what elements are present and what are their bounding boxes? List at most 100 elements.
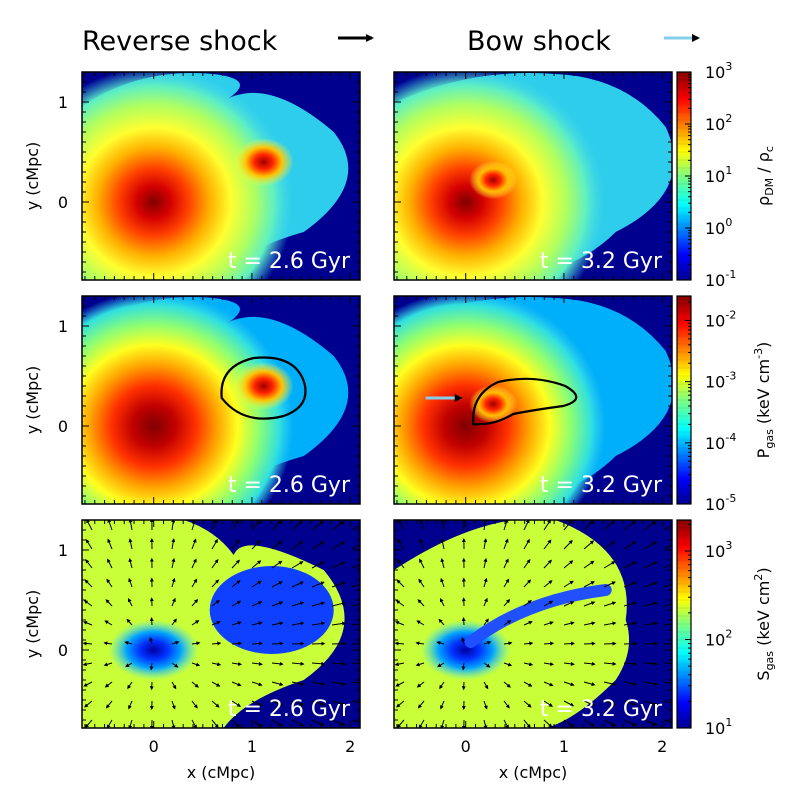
x-tick-label: 0 — [149, 737, 159, 756]
velocity-arrow — [171, 618, 177, 626]
velocity-arrow — [351, 700, 360, 704]
velocity-arrow — [351, 544, 360, 550]
velocity-arrow — [82, 641, 93, 646]
velocity-arrow — [291, 621, 305, 626]
velocity-arrow — [563, 601, 575, 607]
velocity-arrow — [583, 560, 595, 569]
velocity-arrow — [395, 600, 405, 607]
velocity-arrow — [211, 600, 220, 607]
velocity-arrow — [84, 700, 93, 708]
velocity-arrow — [171, 577, 176, 588]
velocity-arrow — [643, 700, 658, 706]
velocity-arrow — [171, 681, 177, 690]
velocity-arrow — [251, 520, 261, 531]
velocity-arrow — [395, 681, 405, 687]
velocity-arrow — [643, 601, 658, 607]
velocity-arrow — [251, 661, 263, 666]
velocity-arrow — [271, 700, 284, 707]
colorbar-row-2: 10-5 10-4 10-3 10-2 Pgas (keV cm-3) — [676, 295, 776, 514]
legend-reverse-label: Reverse shock — [82, 26, 278, 57]
velocity-arrow — [583, 700, 596, 707]
velocity-arrow — [603, 601, 617, 607]
velocity-arrow — [251, 560, 262, 569]
panel-frame — [393, 295, 673, 505]
velocity-arrow — [419, 558, 425, 569]
velocity-arrow — [583, 581, 595, 588]
velocity-arrow — [437, 662, 445, 668]
time-label: t = 2.6 Gyr — [228, 249, 351, 274]
velocity-arrow — [331, 681, 347, 686]
x-tick-label: 1 — [247, 737, 257, 756]
velocity-arrow — [107, 538, 113, 550]
velocity-arrow — [583, 601, 596, 607]
velocity-arrow — [563, 641, 575, 646]
velocity-arrow — [271, 520, 282, 531]
colorbar-tick-label: 10-4 — [705, 431, 736, 453]
legend-bow-label: Bow shock — [467, 26, 611, 57]
velocity-arrow — [523, 719, 531, 728]
panel-r1-c1: t = 2.6 Gyr 0 1 y (cMpc) — [23, 71, 361, 281]
velocity-arrow — [351, 524, 360, 531]
velocity-arrow — [603, 561, 616, 569]
panel-r2-c2: t = 3.2 Gyr — [393, 295, 673, 505]
velocity-arrow — [311, 541, 325, 550]
velocity-arrow — [439, 681, 445, 690]
velocity-arrow — [603, 540, 616, 550]
velocity-arrow — [523, 579, 532, 588]
velocity-arrow — [440, 597, 445, 607]
velocity-arrow — [191, 538, 197, 550]
velocity-arrow — [563, 539, 573, 550]
velocity-arrow — [603, 581, 616, 588]
velocity-arrow — [128, 597, 133, 607]
velocity-arrow — [211, 681, 221, 687]
velocity-arrow — [271, 661, 284, 666]
velocity-arrow — [397, 559, 405, 569]
velocity-arrow — [623, 581, 637, 588]
time-label: t = 3.2 Gyr — [540, 473, 663, 498]
velocity-arrow — [211, 641, 222, 646]
velocity-arrow — [440, 557, 445, 569]
velocity-arrow — [86, 520, 93, 531]
velocity-arrow — [311, 581, 325, 588]
velocity-arrow — [171, 662, 179, 668]
colorbar-row-1: 10-1 100 101 102 103 ρDM / ρc — [676, 60, 776, 290]
velocity-arrow — [251, 601, 263, 607]
velocity-arrow — [106, 578, 113, 588]
subhalo-low-entropy — [209, 566, 334, 654]
y-tick-label: 1 — [58, 541, 68, 560]
shock-contour — [472, 377, 578, 426]
velocity-arrow — [440, 577, 445, 588]
velocity-arrow — [395, 621, 405, 626]
velocity-arrow — [107, 520, 113, 531]
velocity-arrow — [623, 719, 637, 726]
velocity-arrow — [231, 520, 239, 531]
velocity-arrow — [251, 539, 261, 550]
colorbar-tick-label: 100 — [705, 216, 732, 238]
velocity-arrow — [291, 641, 305, 646]
velocity-arrow — [663, 700, 672, 704]
low-entropy-core — [108, 620, 199, 680]
velocity-arrow — [623, 700, 637, 706]
velocity-arrow — [211, 620, 221, 626]
velocity-arrow — [418, 719, 425, 728]
velocity-arrow — [103, 662, 113, 667]
velocity-arrow — [543, 520, 551, 531]
main-halo — [82, 72, 294, 280]
velocity-arrow — [543, 559, 552, 569]
panel-grid: t = 2.6 Gyr 0 1 y (cMpc) t = 3.2 Gyr t = 2.6 … — [23, 71, 673, 782]
panel-r2-c1: t = 2.6 Gyr 0 1 y (cMpc) — [23, 295, 361, 505]
y-axis-label: y (cMpc) — [23, 366, 42, 435]
velocity-arrow — [271, 719, 283, 727]
velocity-arrow — [643, 581, 658, 588]
velocity-arrow — [483, 618, 489, 626]
velocity-arrow — [461, 662, 466, 671]
velocity-arrow — [128, 538, 133, 550]
velocity-arrow — [83, 600, 93, 607]
velocity-arrow — [663, 719, 672, 724]
velocity-arrow — [85, 538, 93, 550]
velocity-arrow — [191, 620, 200, 626]
colorbar-tick-label: 103 — [705, 539, 732, 561]
y-axis-label: y (cMpc) — [23, 590, 42, 659]
panel-frame — [393, 519, 673, 729]
velocity-arrow — [503, 578, 510, 588]
